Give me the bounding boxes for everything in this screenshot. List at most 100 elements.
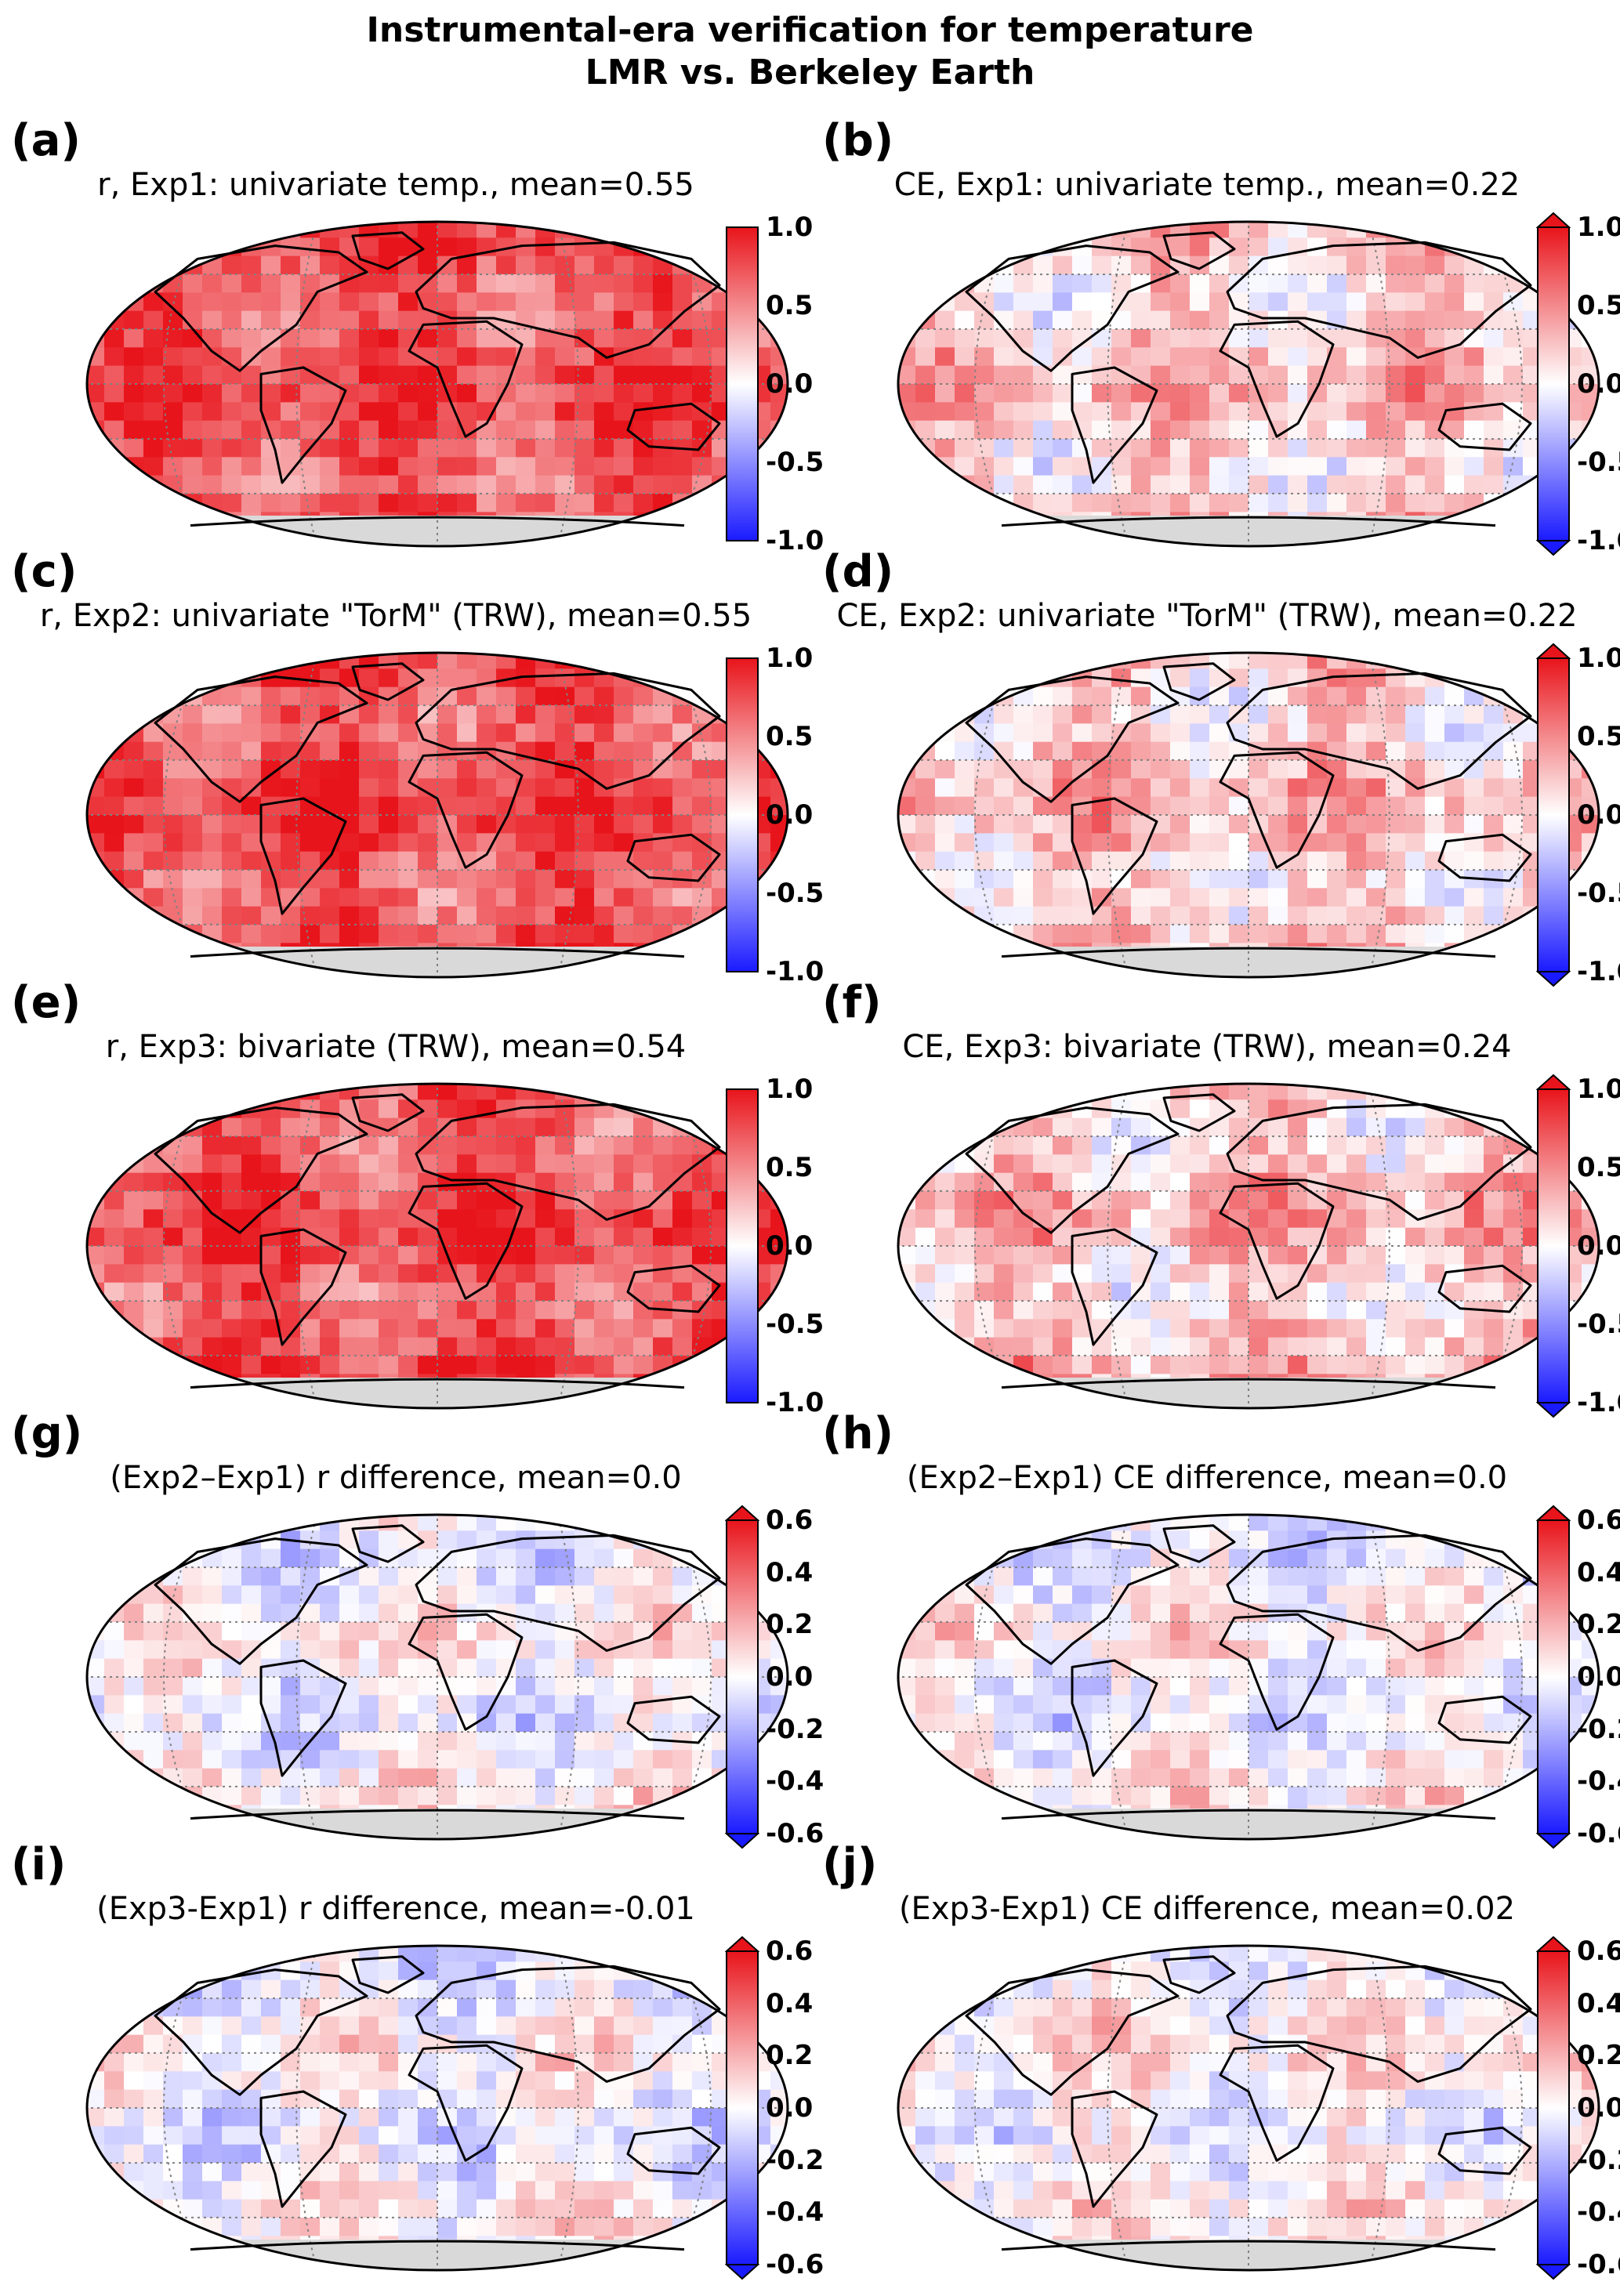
field-cell — [457, 1787, 477, 1805]
field-cell — [1190, 1356, 1210, 1374]
field-cell — [124, 347, 144, 366]
field-cell — [1268, 1604, 1288, 1623]
field-cell — [222, 797, 242, 816]
field-cell — [516, 457, 536, 476]
field-cell — [1425, 888, 1445, 907]
field-cell — [1288, 797, 1308, 816]
field-cell — [359, 402, 379, 421]
field-cell — [241, 742, 262, 761]
field-cell — [1405, 421, 1426, 440]
field-cell — [896, 1338, 916, 1356]
field-cell — [1053, 888, 1073, 907]
field-cell — [535, 815, 556, 834]
field-cell — [437, 1585, 458, 1604]
field-cell — [222, 421, 242, 440]
field-cell — [516, 366, 536, 385]
field-cell — [1229, 815, 1249, 834]
field-cell — [437, 1338, 458, 1356]
field-cell — [1444, 1640, 1465, 1659]
field-cell — [300, 1530, 321, 1549]
field-cell — [1229, 274, 1249, 293]
field-cell — [915, 1530, 936, 1549]
field-cell — [1249, 1154, 1269, 1173]
field-cell — [1190, 311, 1210, 330]
field-cell — [222, 1338, 242, 1356]
field-cell — [955, 1081, 975, 1100]
field-cell — [379, 888, 399, 907]
field-cell — [1503, 347, 1524, 366]
field-cell — [85, 494, 105, 512]
field-cell — [1053, 907, 1073, 925]
field-cell — [418, 1769, 438, 1787]
field-cell — [398, 1319, 419, 1338]
field-cell — [574, 494, 595, 512]
field-cell — [915, 687, 936, 706]
field-cell — [1464, 1567, 1484, 1586]
field-cell — [339, 1264, 360, 1283]
field-cell — [1053, 852, 1073, 871]
field-cell — [1249, 347, 1269, 366]
field-cell — [202, 219, 223, 238]
field-cell — [1327, 1283, 1347, 1302]
field-cell — [1307, 457, 1328, 476]
field-cell — [163, 1677, 183, 1696]
field-cell — [555, 1118, 575, 1137]
field-cell — [935, 1659, 955, 1678]
field-cell — [594, 476, 614, 494]
field-cell — [163, 347, 183, 366]
field-cell — [1249, 888, 1269, 907]
field-cell — [633, 1549, 654, 1568]
field-cell — [143, 961, 164, 980]
field-cell — [1444, 292, 1465, 311]
field-cell — [633, 1512, 654, 1531]
field-cell — [1033, 366, 1053, 385]
field-cell — [935, 531, 955, 549]
panel-title: CE, Exp1: univariate temp., mean=0.22 — [803, 166, 1611, 204]
field-cell — [935, 384, 955, 403]
field-cell — [1072, 961, 1093, 980]
field-cell — [104, 1549, 125, 1568]
field-cell — [281, 311, 301, 330]
field-cell — [555, 476, 575, 494]
field-cell — [653, 815, 673, 834]
field-cell — [320, 1356, 340, 1374]
field-cell — [935, 329, 955, 348]
field-cell — [241, 1585, 262, 1604]
field-cell — [143, 668, 164, 687]
field-cell — [672, 1769, 693, 1787]
field-cell — [672, 1805, 693, 1823]
field-cell — [1405, 274, 1426, 293]
field-cell — [457, 1228, 477, 1247]
field-cell — [104, 1319, 125, 1338]
field-cell — [1444, 1264, 1465, 1283]
field-cell — [1209, 1154, 1230, 1173]
field-cell — [85, 1118, 105, 1137]
field-cell — [555, 421, 575, 440]
field-cell — [418, 742, 438, 761]
field-cell — [241, 1118, 262, 1137]
field-cell — [379, 668, 399, 687]
field-cell — [124, 219, 144, 238]
field-cell — [1405, 1392, 1426, 1411]
field-cell — [1288, 347, 1308, 366]
field-cell — [1346, 384, 1367, 403]
field-cell — [1229, 687, 1249, 706]
field-cell — [85, 961, 105, 980]
panel-title: CE, Exp2: univariate "TorM" (TRW), mean=… — [803, 597, 1611, 635]
field-cell — [1249, 1567, 1269, 1586]
field-cell — [594, 742, 614, 761]
field-cell — [85, 668, 105, 687]
field-cell — [1111, 668, 1132, 687]
field-cell — [1033, 723, 1053, 742]
field-cell — [379, 366, 399, 385]
field-cell — [202, 742, 223, 761]
field-cell — [1366, 237, 1386, 256]
field-cell — [1386, 1585, 1406, 1604]
field-cell — [633, 1787, 654, 1805]
field-cell — [1170, 888, 1191, 907]
field-cell — [896, 907, 916, 925]
field-cell — [614, 1118, 634, 1137]
field-cell — [398, 742, 419, 761]
field-cell — [770, 907, 790, 925]
field-cell — [594, 907, 614, 925]
